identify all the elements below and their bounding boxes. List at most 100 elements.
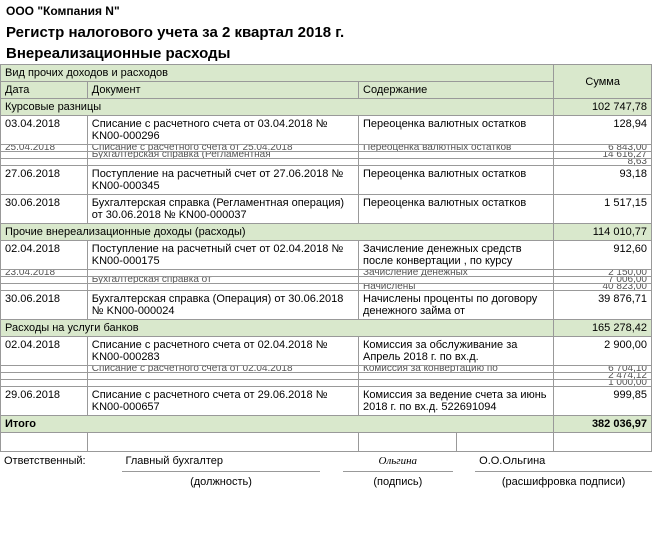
report-container: ООО "Компания N" Регистр налогового учет… (0, 0, 652, 492)
cell-doc: Списание с расчетного счета от 02.04.201… (87, 366, 358, 373)
data-row: Бухгалтерская справка (Регламентная 14 61… (1, 152, 652, 159)
fullname-value: О.О.Ольгина (475, 451, 652, 472)
cell-date: 02.04.2018 (1, 241, 88, 270)
cell-desc (359, 159, 554, 166)
cell-sum: 7 006,00 (554, 277, 652, 284)
sum-header: Сумма (554, 65, 652, 99)
cell-desc: Переоценка валютных остатков (359, 166, 554, 195)
cell-sum: 14 616,27 (554, 152, 652, 159)
desc-header: Содержание (359, 82, 554, 99)
group-sum: 102 747,78 (554, 99, 652, 116)
cell-desc (359, 380, 554, 387)
data-row: Бухгалтерская справка от 7 006,00 (1, 277, 652, 284)
total-sum: 382 036,97 (554, 416, 652, 433)
cell-sum: 1 517,15 (554, 195, 652, 224)
cell-desc: Переоценка валютных остатков (359, 145, 554, 152)
cell-sum: 2 900,00 (554, 337, 652, 366)
cell-doc (87, 159, 358, 166)
data-row: 02.04.2018Списание с расчетного счета от… (1, 337, 652, 366)
group-row: Курсовые разницы102 747,78 (1, 99, 652, 116)
data-row: 25.04.2018Списание с расчетного счета от… (1, 145, 652, 152)
cell-sum: 39 876,71 (554, 291, 652, 320)
cell-date: 03.04.2018 (1, 116, 88, 145)
data-row: 8,63 (1, 159, 652, 166)
data-row: 30.06.2018Бухгалтерская справка (Регламе… (1, 195, 652, 224)
resp-label: Ответственный: (0, 451, 122, 472)
company-name: ООО "Компания N" (0, 0, 652, 22)
cell-doc (87, 284, 358, 291)
cell-date: 30.06.2018 (1, 195, 88, 224)
signature-label: (подпись) (343, 472, 454, 493)
cell-date (1, 373, 88, 380)
cell-doc: Списание с расчетного счета от 02.04.201… (87, 337, 358, 366)
cell-desc: Переоценка валютных остатков (359, 116, 554, 145)
cell-sum: 2 150,00 (554, 270, 652, 277)
cell-doc: Бухгалтерская справка (Регламентная опер… (87, 195, 358, 224)
cell-doc: Поступление на расчетный счет от 02.04.2… (87, 241, 358, 270)
data-row: 03.04.2018Списание с расчетного счета от… (1, 116, 652, 145)
cell-sum: 6 843,00 (554, 145, 652, 152)
cell-date: 02.04.2018 (1, 337, 88, 366)
cell-desc: Комиссия за ведение счета за июнь 2018 г… (359, 387, 554, 416)
cell-doc: Бухгалтерская справка (Операция) от 30.0… (87, 291, 358, 320)
cell-date (1, 152, 88, 159)
cell-doc: Поступление на расчетный счет от 27.06.2… (87, 166, 358, 195)
cell-sum: 93,18 (554, 166, 652, 195)
cell-doc (87, 270, 358, 277)
data-row: 27.06.2018Поступление на расчетный счет … (1, 166, 652, 195)
report-title-1: Регистр налогового учета за 2 квартал 20… (0, 22, 652, 43)
data-row: Начислены40 823,00 (1, 284, 652, 291)
cell-sum: 40 823,00 (554, 284, 652, 291)
header-row-1: Вид прочих доходов и расходов Сумма (1, 65, 652, 82)
cell-doc: Списание с расчетного счета от 25.04.201… (87, 145, 358, 152)
cell-doc: Бухгалтерская справка (Регламентная (87, 152, 358, 159)
group-sum: 165 278,42 (554, 320, 652, 337)
cell-sum: 1 000,00 (554, 380, 652, 387)
cell-doc: Бухгалтерская справка от (87, 277, 358, 284)
total-row: Итого382 036,97 (1, 416, 652, 433)
cell-date: 29.06.2018 (1, 387, 88, 416)
cell-date: 27.06.2018 (1, 166, 88, 195)
cell-date (1, 159, 88, 166)
data-row: 1 000,00 (1, 380, 652, 387)
position-value: Главный бухгалтер (122, 451, 321, 472)
cell-desc: Переоценка валютных остатков (359, 195, 554, 224)
cell-date (1, 284, 88, 291)
data-row: 2 474,12 (1, 373, 652, 380)
date-header: Дата (1, 82, 88, 99)
data-row: Списание с расчетного счета от 02.04.201… (1, 366, 652, 373)
cell-desc: Комиссия за конвертацию по (359, 366, 554, 373)
cell-desc (359, 373, 554, 380)
cell-sum: 8,63 (554, 159, 652, 166)
cell-doc: Списание с расчетного счета от 03.04.201… (87, 116, 358, 145)
spacer-row (1, 433, 652, 452)
blank-row-table (0, 432, 652, 452)
cell-desc: Зачисление денежных средств после конвер… (359, 241, 554, 270)
doc-header: Документ (87, 82, 358, 99)
data-row: 29.06.2018Списание с расчетного счета от… (1, 387, 652, 416)
signature-table: Ответственный: Главный бухгалтер Ольгина… (0, 451, 652, 492)
cell-sum: 6 704,10 (554, 366, 652, 373)
cell-doc (87, 373, 358, 380)
cell-doc (87, 380, 358, 387)
position-label: (должность) (122, 472, 321, 493)
group-name: Прочие внереализационные доходы (расходы… (1, 224, 554, 241)
group-sum: 114 010,77 (554, 224, 652, 241)
cell-doc: Списание с расчетного счета от 29.06.201… (87, 387, 358, 416)
group-row: Прочие внереализационные доходы (расходы… (1, 224, 652, 241)
report-title-2: Внереализационные расходы (0, 43, 652, 64)
data-row: 30.06.2018Бухгалтерская справка (Операци… (1, 291, 652, 320)
cell-date: 30.06.2018 (1, 291, 88, 320)
group-name: Расходы на услуги банков (1, 320, 554, 337)
fullname-label: (расшифровка подписи) (475, 472, 652, 493)
report-table: Вид прочих доходов и расходов Сумма Дата… (0, 64, 652, 433)
signature-value: Ольгина (343, 451, 454, 472)
cell-desc: Комиссия за обслуживание за Апрель 2018 … (359, 337, 554, 366)
cell-date (1, 366, 88, 373)
cell-sum: 2 474,12 (554, 373, 652, 380)
total-label: Итого (1, 416, 554, 433)
cell-date (1, 277, 88, 284)
cell-sum: 999,85 (554, 387, 652, 416)
group-header-cell: Вид прочих доходов и расходов (1, 65, 554, 82)
cell-sum: 128,94 (554, 116, 652, 145)
